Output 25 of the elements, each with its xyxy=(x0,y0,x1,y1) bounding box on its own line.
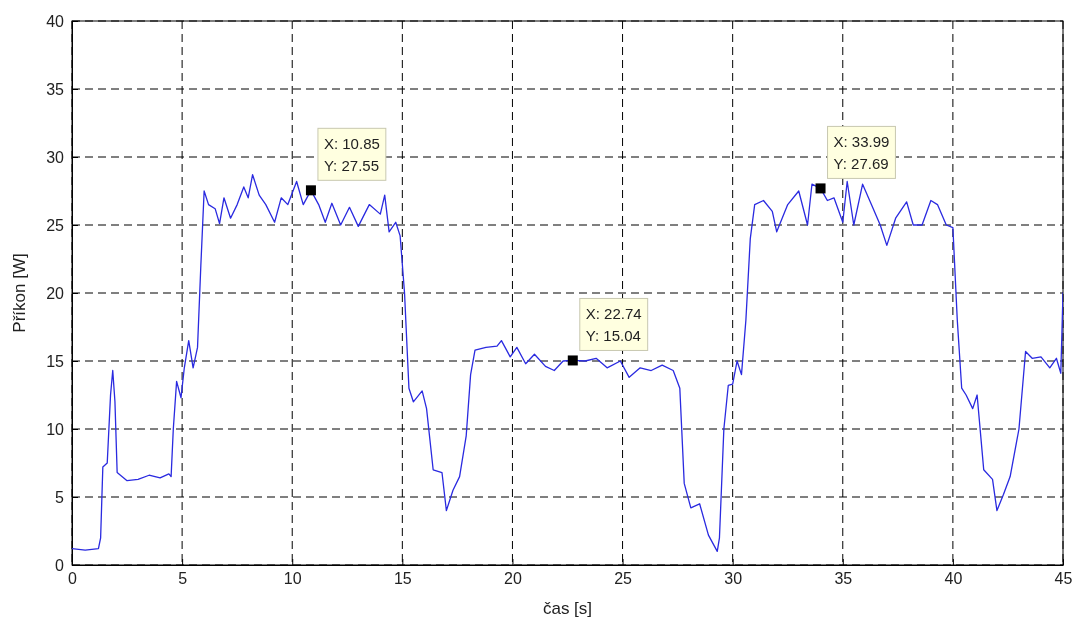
x-tick-label: 15 xyxy=(393,570,412,588)
y-tick-label: 5 xyxy=(55,488,65,506)
y-tick-label: 40 xyxy=(46,12,65,30)
x-tick-label: 5 xyxy=(178,570,188,588)
x-axis-title: čas [s] xyxy=(542,599,593,618)
annotation: X: 10.85 Y: 27.55 xyxy=(323,135,380,175)
x-tick-label: 20 xyxy=(504,570,522,588)
annotation: X: 33.99 Y: 27.69 xyxy=(833,133,890,173)
y-tick-label: 10 xyxy=(46,420,65,438)
y-tick-label: 0 xyxy=(55,556,65,574)
x-tick-label: 30 xyxy=(724,570,743,588)
line-series xyxy=(72,174,1063,553)
x-tick-label: 25 xyxy=(614,570,633,588)
y-tick-label: 30 xyxy=(46,148,65,166)
x-tick-label: 40 xyxy=(944,570,963,588)
y-tick-label: 20 xyxy=(46,284,65,302)
annotation: X: 22.74 Y: 15.04 xyxy=(585,305,642,345)
x-tick-label: 10 xyxy=(283,570,302,588)
x-tick-label: 0 xyxy=(68,570,78,588)
x-tick-label: 45 xyxy=(1054,570,1073,588)
y-tick-label: 15 xyxy=(46,352,65,370)
x-tick-label: 35 xyxy=(834,570,853,588)
y-tick-label: 35 xyxy=(46,80,65,98)
y-tick-label: 25 xyxy=(46,216,65,234)
y-axis-title: Příkon [W] xyxy=(10,253,29,333)
